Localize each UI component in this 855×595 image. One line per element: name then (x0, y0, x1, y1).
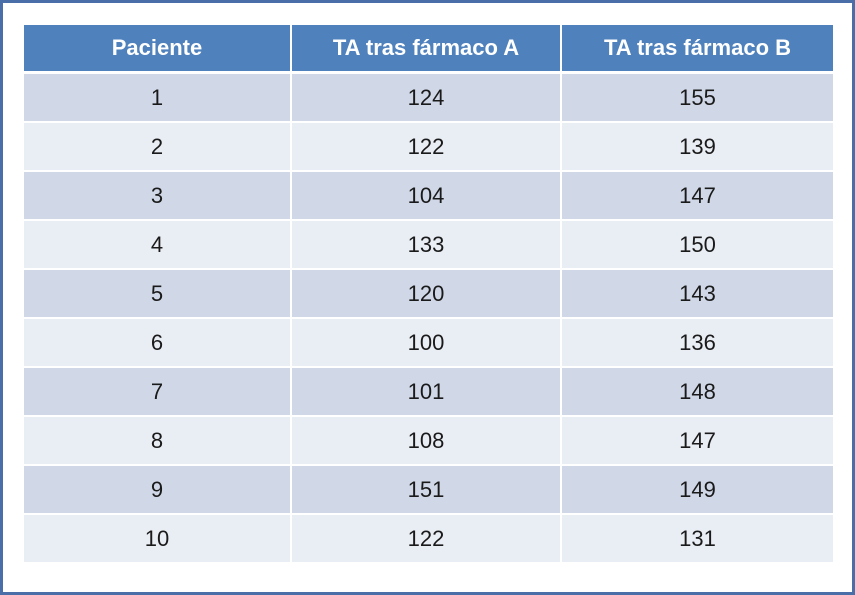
header-ta-farmaco-b: TA tras fármaco B (562, 25, 833, 74)
table-header-row: Paciente TA tras fármaco A TA tras fárma… (24, 25, 833, 74)
cell-ta-a: 133 (292, 221, 562, 270)
table-row: 8 108 147 (24, 417, 833, 466)
table-row: 10 122 131 (24, 515, 833, 562)
cell-paciente: 6 (24, 319, 292, 368)
cell-ta-b: 155 (562, 74, 833, 123)
header-paciente: Paciente (24, 25, 292, 74)
cell-paciente: 4 (24, 221, 292, 270)
table-row: 6 100 136 (24, 319, 833, 368)
table-row: 2 122 139 (24, 123, 833, 172)
cell-ta-a: 122 (292, 515, 562, 562)
cell-ta-a: 100 (292, 319, 562, 368)
cell-paciente: 5 (24, 270, 292, 319)
cell-ta-b: 148 (562, 368, 833, 417)
table-row: 1 124 155 (24, 74, 833, 123)
header-ta-farmaco-a: TA tras fármaco A (292, 25, 562, 74)
table-row: 9 151 149 (24, 466, 833, 515)
cell-ta-a: 104 (292, 172, 562, 221)
table-row: 7 101 148 (24, 368, 833, 417)
table-row: 3 104 147 (24, 172, 833, 221)
cell-ta-a: 151 (292, 466, 562, 515)
cell-ta-b: 149 (562, 466, 833, 515)
cell-paciente: 8 (24, 417, 292, 466)
cell-ta-b: 131 (562, 515, 833, 562)
cell-ta-b: 136 (562, 319, 833, 368)
cell-ta-a: 120 (292, 270, 562, 319)
cell-ta-b: 139 (562, 123, 833, 172)
cell-ta-a: 101 (292, 368, 562, 417)
cell-paciente: 7 (24, 368, 292, 417)
cell-paciente: 1 (24, 74, 292, 123)
cell-paciente: 10 (24, 515, 292, 562)
table-row: 4 133 150 (24, 221, 833, 270)
cell-ta-b: 147 (562, 172, 833, 221)
table-row: 5 120 143 (24, 270, 833, 319)
cell-ta-b: 143 (562, 270, 833, 319)
cell-ta-a: 108 (292, 417, 562, 466)
cell-ta-a: 124 (292, 74, 562, 123)
blood-pressure-table: Paciente TA tras fármaco A TA tras fárma… (24, 25, 833, 562)
cell-paciente: 3 (24, 172, 292, 221)
cell-paciente: 2 (24, 123, 292, 172)
cell-ta-a: 122 (292, 123, 562, 172)
cell-paciente: 9 (24, 466, 292, 515)
cell-ta-b: 150 (562, 221, 833, 270)
cell-ta-b: 147 (562, 417, 833, 466)
